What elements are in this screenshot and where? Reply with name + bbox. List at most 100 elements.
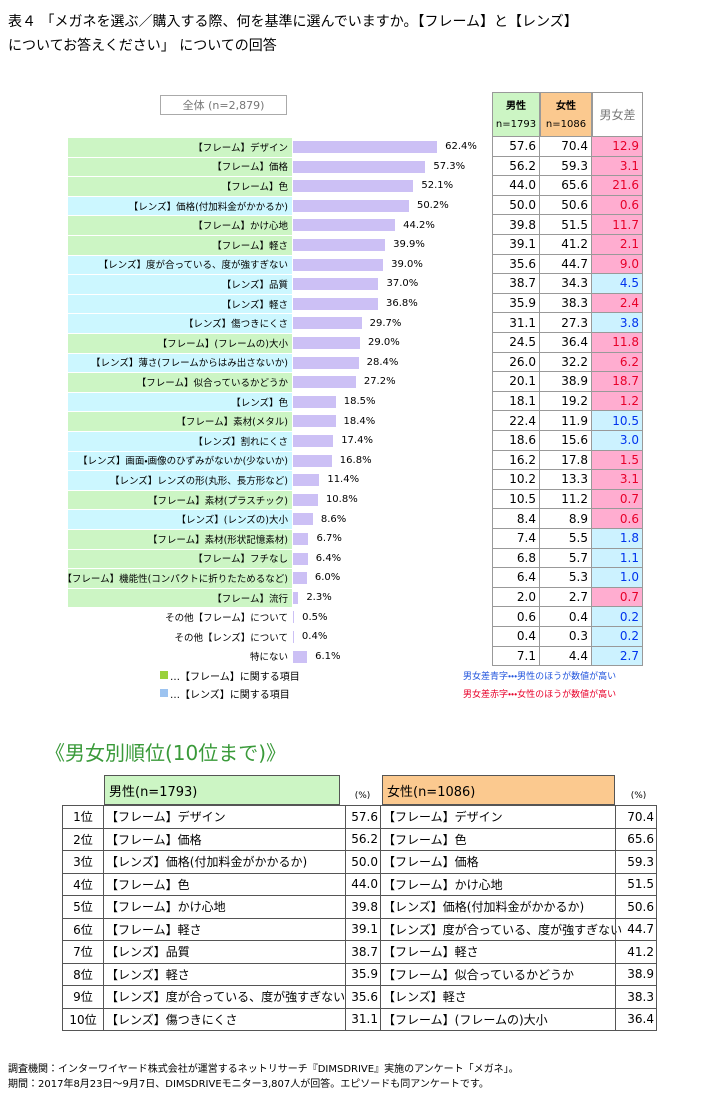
bar-value-label: 44.2% — [403, 219, 435, 231]
bar-value-label: 6.1% — [315, 650, 341, 662]
male-rank-value: 35.9 — [345, 962, 381, 986]
female-header — [540, 92, 592, 137]
female-item: 【フレーム】(フレームの)大小 — [380, 1007, 616, 1031]
unit: (%) — [630, 791, 647, 801]
female-rank-value: 38.3 — [615, 985, 657, 1009]
bar — [293, 337, 360, 349]
female-value: 11.2 — [540, 489, 592, 510]
row-label-bg — [68, 647, 292, 667]
female-value: 15.6 — [540, 431, 592, 451]
bar-value-label: 50.2% — [416, 200, 449, 212]
female-value: 13.3 — [540, 470, 592, 490]
title: についてお答えください」 についての回答 — [8, 38, 277, 54]
bar — [293, 219, 396, 232]
female-rank-value: 38.9 — [615, 962, 657, 986]
male-value: 31.1 — [492, 313, 540, 333]
diff-value: 0.7 — [592, 587, 643, 608]
female-value: 44.7 — [540, 254, 592, 275]
bar — [293, 395, 336, 408]
female-value: 38.9 — [540, 372, 592, 392]
bar — [293, 415, 336, 428]
female-rank-value: 51.5 — [615, 872, 657, 896]
female-item: 【フレーム】軽さ — [380, 940, 616, 964]
male-value: 6.8 — [492, 548, 540, 569]
row-label-bg — [68, 314, 292, 333]
male-value: 35.6 — [492, 254, 540, 275]
row-label-bg — [68, 353, 292, 373]
row-label: 【レンズ】度が合っている、度が強すぎない — [98, 260, 288, 272]
row-label-bg — [68, 549, 292, 569]
bar-value-label: 36.8% — [386, 298, 418, 310]
bar-value-label: 6.4% — [315, 552, 342, 564]
male-header-n: n=1793 — [495, 118, 537, 130]
bar — [293, 454, 332, 467]
diff-value: 0.2 — [592, 607, 643, 627]
female-value: 0.4 — [540, 607, 592, 627]
female-value: 51.5 — [540, 215, 592, 235]
diff-value: 0.6 — [592, 195, 643, 216]
bar-value-label: 6.7% — [316, 533, 342, 545]
row-label: 【フレーム】色 — [221, 181, 288, 193]
footer: 調査機関：インターワイヤード株式会社が運営するネットリサーチ『DIMSDRIVE… — [8, 1064, 519, 1075]
bar — [293, 297, 378, 310]
female-value: 34.3 — [540, 274, 592, 294]
row-label: 【フレーム】かけ心地 — [193, 221, 288, 233]
rank: 8位 — [62, 962, 104, 986]
legend-red: 男女差赤字・・・女性のほうが数値が高い — [463, 689, 617, 700]
diff-value: 3.1 — [592, 470, 643, 490]
diff-value: 10.5 — [592, 411, 643, 431]
male-item: 【フレーム】色 — [103, 872, 346, 896]
row-label-bg — [68, 294, 292, 314]
female-value: 41.2 — [540, 235, 592, 255]
female-item: 【レンズ】軽さ — [380, 985, 616, 1009]
male-header — [492, 92, 540, 137]
row-label-bg — [68, 471, 292, 490]
bar — [293, 591, 299, 604]
diff-value: 0.6 — [592, 509, 643, 529]
rank: 4位 — [62, 872, 104, 896]
legend-swatch — [160, 689, 168, 697]
female-value: 36.4 — [540, 333, 592, 353]
row-label-bg — [68, 412, 292, 431]
bar-value-label: 27.2% — [363, 376, 396, 388]
bar-value-label: 39.9% — [393, 239, 425, 251]
male-item: 【フレーム】価格 — [103, 827, 346, 851]
title: 表４ 「メガネを選ぶ／購入する際、何を基準に選んでいますか。【フレーム】と【レン… — [8, 14, 578, 30]
female-value: 11.9 — [540, 411, 592, 431]
female-rank-value: 41.2 — [615, 940, 657, 964]
row-label-bg — [68, 334, 292, 353]
row-label: 【フレーム】デザイン — [193, 142, 288, 154]
bar — [293, 141, 438, 153]
male-rank-value: 50.0 — [345, 850, 381, 874]
female-value: 19.2 — [540, 391, 592, 412]
diff-value: 11.7 — [592, 215, 643, 235]
row-label: 【フレーム】素材(メタル) — [176, 417, 288, 429]
male-value: 20.1 — [492, 372, 540, 392]
rank: 3位 — [62, 850, 104, 874]
bar-value-label: 2.3% — [306, 592, 332, 604]
male-value: 56.2 — [492, 156, 540, 177]
female-value: 0.3 — [540, 627, 592, 647]
row-label: 【レンズ】色 — [231, 397, 288, 409]
male-rank-value: 35.6 — [345, 985, 381, 1009]
row-label: 【レンズ】品質 — [221, 279, 288, 291]
bar-value-label: 18.5% — [343, 396, 376, 408]
bar — [293, 199, 409, 212]
female-value: 2.7 — [540, 587, 592, 608]
diff-value: 0.7 — [592, 489, 643, 510]
diff-value: 2.1 — [592, 235, 643, 255]
diff-value: 11.8 — [592, 333, 643, 353]
row-label: 【フレーム】素材(形状記憶素材) — [147, 534, 288, 546]
male-value: 8.4 — [492, 509, 540, 529]
row-label: 【フレーム】似合っているかどうか — [136, 377, 288, 389]
male-rank-value: 38.7 — [345, 940, 381, 964]
bar — [293, 552, 308, 565]
bar-value-label: 17.4% — [341, 435, 373, 447]
bar-value-label: 6.0% — [314, 572, 341, 584]
male-value: 39.8 — [492, 215, 540, 235]
male-rank-value: 56.2 — [345, 827, 381, 851]
diff-value: 1.2 — [592, 391, 643, 412]
diff-value: 4.5 — [592, 274, 643, 294]
bar — [293, 611, 295, 624]
row-label: 【フレーム】機能性(コンパクトに折りたためるなど) — [62, 573, 288, 585]
